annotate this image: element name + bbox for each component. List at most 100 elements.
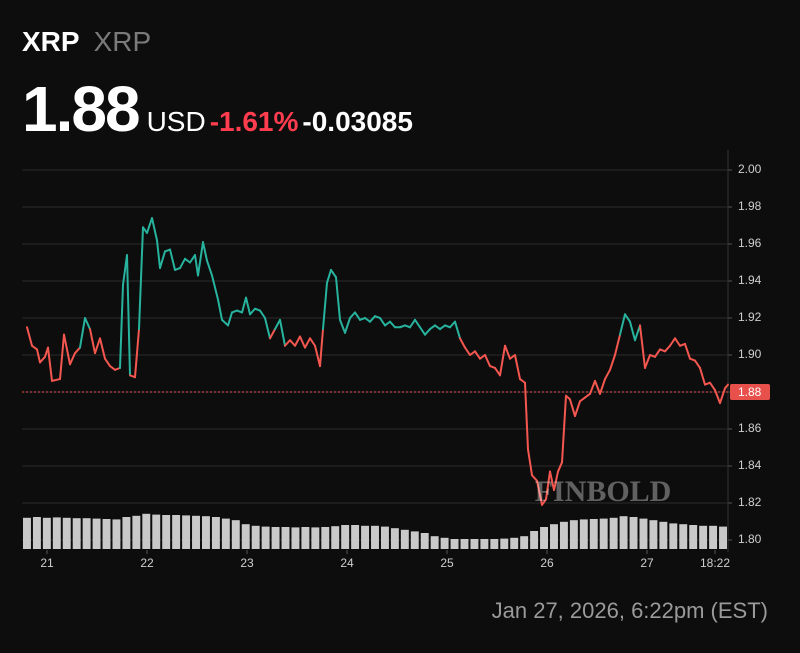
price-segment (179, 257, 186, 270)
volume-bar (221, 518, 230, 549)
price-segment (624, 313, 631, 323)
volume-bar (609, 517, 618, 549)
price-segment (89, 328, 96, 355)
currency: USD (146, 106, 206, 137)
volume-bar (500, 538, 509, 549)
price-segment (249, 307, 256, 316)
volume-bar (152, 514, 161, 549)
price-segment (354, 311, 361, 321)
volume-bar (132, 515, 141, 549)
price-segment (434, 324, 441, 331)
volume-bar (142, 513, 151, 549)
volume-bar (619, 516, 628, 549)
price-segment (184, 257, 191, 264)
volume-bar (72, 518, 81, 549)
volume-bar (261, 526, 270, 549)
price-segment (259, 309, 266, 319)
price-segment (709, 381, 716, 392)
price-segment (119, 283, 124, 369)
price-segment (159, 250, 166, 270)
volume-bar (490, 539, 499, 549)
y-tick-label: 1.86 (738, 421, 762, 435)
price-segment (369, 315, 376, 323)
change: -0.03085 (302, 106, 413, 137)
price-segment (314, 344, 321, 368)
price-segment (294, 335, 301, 347)
price-segment (639, 324, 646, 369)
x-tick-label: 21 (40, 556, 54, 570)
price-segment (531, 474, 538, 482)
volume-bar (679, 524, 688, 549)
price-segment (614, 333, 621, 356)
price-segment (241, 296, 247, 314)
price-segment (424, 328, 431, 336)
price-segment (197, 241, 204, 277)
volume-bar (400, 529, 409, 549)
price-segment (634, 324, 641, 342)
price-segment (69, 352, 76, 366)
price-segment (156, 239, 161, 270)
price-segment (344, 317, 351, 334)
volume-bar (470, 539, 479, 549)
price-segment (47, 346, 53, 382)
price-segment (664, 344, 671, 353)
price-segment (74, 346, 81, 355)
price-segment (206, 259, 213, 277)
volume-bar (52, 517, 61, 549)
volume-bar (450, 539, 459, 549)
volume-bar (480, 539, 489, 549)
y-tick-label: 1.98 (738, 199, 762, 213)
x-tick-label: 22 (140, 556, 154, 570)
price-segment (134, 328, 140, 379)
y-tick-label: 1.92 (738, 310, 762, 324)
price-segment (553, 470, 559, 492)
volume-bar (420, 533, 429, 549)
price-segment (469, 350, 476, 356)
price-segment (322, 281, 328, 331)
price-segment (79, 317, 86, 349)
price-segment (584, 392, 591, 399)
price-segment (629, 320, 636, 342)
price-segment (519, 378, 526, 384)
price-segment (699, 366, 706, 386)
price-segment (514, 354, 521, 381)
header-top: XRP XRP (22, 26, 151, 58)
price-segment (99, 337, 106, 360)
volume-bar (62, 517, 71, 549)
x-tick-label: 27 (640, 556, 654, 570)
price-segment (459, 337, 466, 349)
volume-bar (162, 515, 171, 549)
symbol: XRP (22, 26, 80, 57)
volume-bar (599, 518, 608, 549)
price-segment (104, 357, 111, 368)
price-segment (319, 328, 324, 368)
volume-bar (82, 518, 91, 549)
timestamp: Jan 27, 2026, 6:22pm (EST) (491, 598, 768, 623)
price-segment (335, 276, 341, 321)
price-segment (146, 217, 153, 234)
volume-bar (510, 537, 519, 549)
price-segment (379, 317, 386, 327)
price-segment (474, 350, 481, 360)
price-segment (349, 311, 356, 319)
price-segment (449, 320, 456, 329)
volume-bar (361, 525, 370, 549)
price-segment (429, 324, 436, 331)
price-segment (264, 317, 271, 340)
price-segment (569, 398, 576, 418)
price-segment (389, 320, 396, 329)
x-tick-label: 26 (540, 556, 554, 570)
price-segment (330, 268, 337, 279)
volume-bar (92, 518, 101, 549)
volume-bar (341, 525, 350, 549)
price-segment (26, 326, 33, 347)
price-segment (221, 318, 229, 327)
volume-bar (380, 526, 389, 549)
price-segment (669, 337, 676, 347)
price-segment (504, 344, 511, 360)
price-segment (304, 337, 311, 349)
price-segment (138, 226, 144, 331)
volume-bar (271, 527, 280, 549)
price-segment (31, 344, 38, 351)
